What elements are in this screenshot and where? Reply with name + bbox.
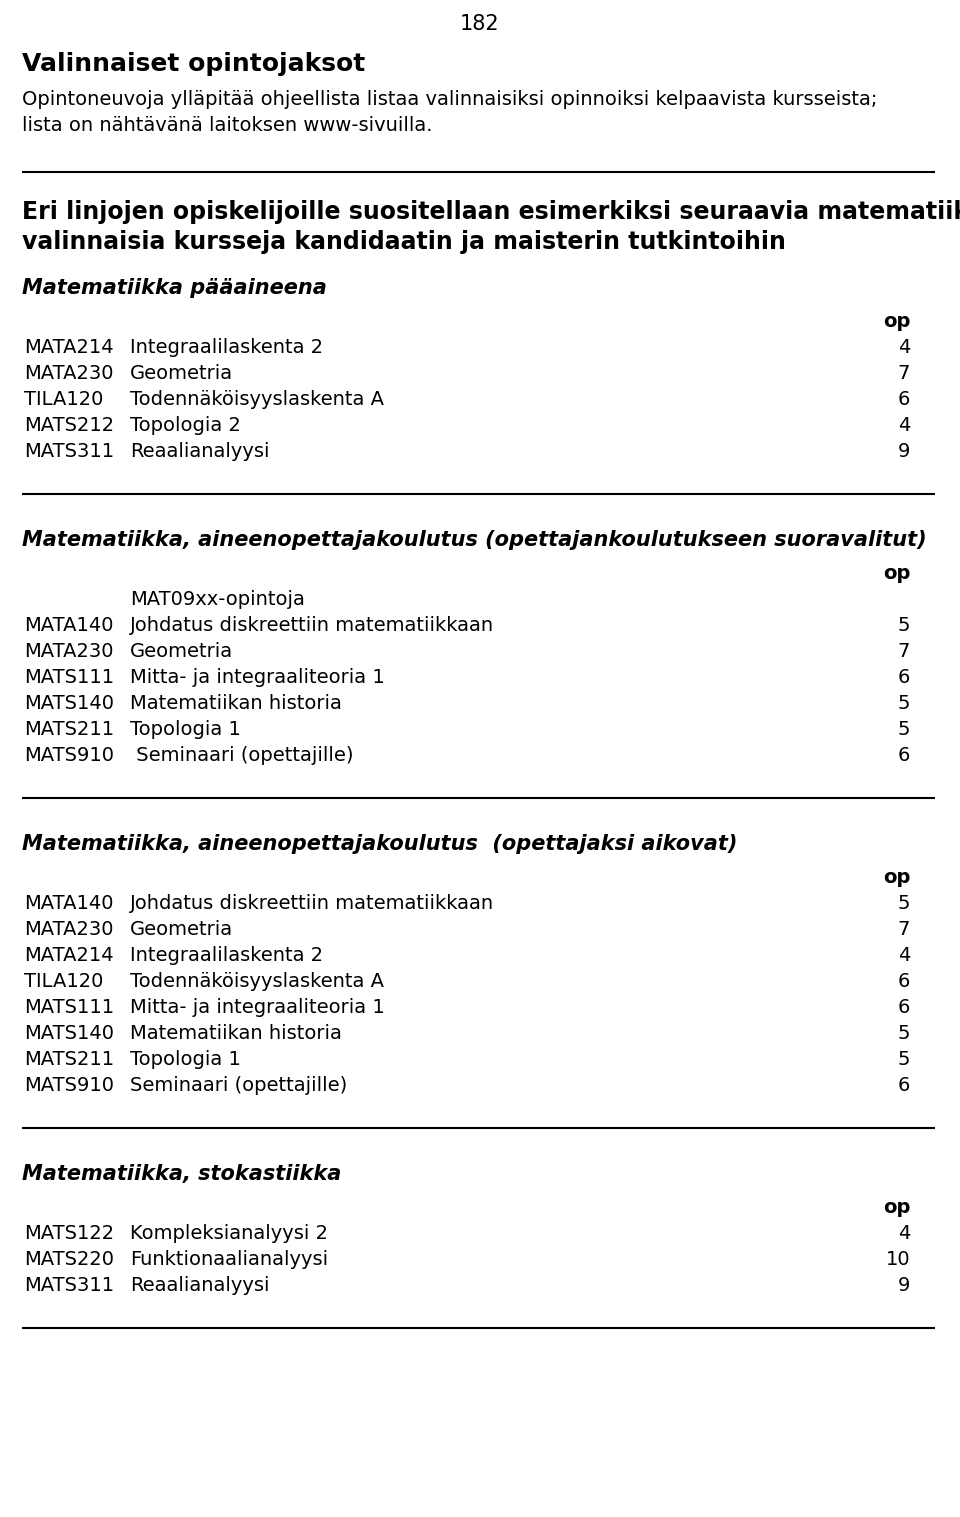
Text: 5: 5	[898, 894, 910, 913]
Text: MATS140: MATS140	[24, 693, 114, 713]
Text: Johdatus diskreettiin matematiikkaan: Johdatus diskreettiin matematiikkaan	[130, 616, 494, 636]
Text: Johdatus diskreettiin matematiikkaan: Johdatus diskreettiin matematiikkaan	[130, 894, 494, 913]
Text: Opintoneuvoja ylläpitää ohjeellista listaa valinnaisiksi opinnoiksi kelpaavista : Opintoneuvoja ylläpitää ohjeellista list…	[22, 90, 877, 109]
Text: 4: 4	[898, 1224, 910, 1242]
Text: 5: 5	[898, 1050, 910, 1069]
Text: 4: 4	[898, 338, 910, 356]
Text: Reaalianalyysi: Reaalianalyysi	[130, 1276, 270, 1296]
Text: Kompleksianalyysi 2: Kompleksianalyysi 2	[130, 1224, 328, 1242]
Text: 6: 6	[898, 667, 910, 687]
Text: 5: 5	[898, 616, 910, 636]
Text: 9: 9	[898, 1276, 910, 1296]
Text: 5: 5	[898, 1024, 910, 1044]
Text: 10: 10	[885, 1250, 910, 1270]
Text: Matematiikka, stokastiikka: Matematiikka, stokastiikka	[22, 1164, 342, 1183]
Text: Seminaari (opettajille): Seminaari (opettajille)	[130, 746, 353, 765]
Text: 5: 5	[898, 721, 910, 739]
Text: Topologia 2: Topologia 2	[130, 416, 241, 435]
Text: Matematiikan historia: Matematiikan historia	[130, 1024, 342, 1044]
Text: MATS211: MATS211	[24, 1050, 114, 1069]
Text: 4: 4	[898, 416, 910, 435]
Text: Matematiikka, aineenopettajakoulutus  (opettajaksi aikovat): Matematiikka, aineenopettajakoulutus (op…	[22, 834, 737, 854]
Text: Topologia 1: Topologia 1	[130, 1050, 241, 1069]
Text: MAT09xx-opintoja: MAT09xx-opintoja	[130, 590, 305, 608]
Text: op: op	[882, 313, 910, 331]
Text: MATS211: MATS211	[24, 721, 114, 739]
Text: MATA214: MATA214	[24, 338, 113, 356]
Text: Geometria: Geometria	[130, 364, 233, 382]
Text: MATS140: MATS140	[24, 1024, 114, 1044]
Text: MATA140: MATA140	[24, 616, 113, 636]
Text: MATS111: MATS111	[24, 998, 114, 1016]
Text: 9: 9	[898, 441, 910, 461]
Text: valinnaisia kursseja kandidaatin ja maisterin tutkintoihin: valinnaisia kursseja kandidaatin ja mais…	[22, 231, 786, 253]
Text: MATA230: MATA230	[24, 919, 113, 939]
Text: Mitta- ja integraaliteoria 1: Mitta- ja integraaliteoria 1	[130, 998, 385, 1016]
Text: 7: 7	[898, 642, 910, 661]
Text: op: op	[882, 1198, 910, 1217]
Text: Funktionaalianalyysi: Funktionaalianalyysi	[130, 1250, 328, 1270]
Text: MATS910: MATS910	[24, 746, 114, 765]
Text: 6: 6	[898, 972, 910, 991]
Text: Todennäköisyyslaskenta A: Todennäköisyyslaskenta A	[130, 972, 384, 991]
Text: Geometria: Geometria	[130, 642, 233, 661]
Text: Geometria: Geometria	[130, 919, 233, 939]
Text: Mitta- ja integraaliteoria 1: Mitta- ja integraaliteoria 1	[130, 667, 385, 687]
Text: op: op	[882, 868, 910, 887]
Text: MATA214: MATA214	[24, 947, 113, 965]
Text: 6: 6	[898, 998, 910, 1016]
Text: 182: 182	[460, 14, 500, 33]
Text: TILA120: TILA120	[24, 972, 104, 991]
Text: Integraalilaskenta 2: Integraalilaskenta 2	[130, 947, 324, 965]
Text: Matematiikka pääaineena: Matematiikka pääaineena	[22, 278, 326, 297]
Text: 6: 6	[898, 390, 910, 410]
Text: TILA120: TILA120	[24, 390, 104, 410]
Text: Valinnaiset opintojaksot: Valinnaiset opintojaksot	[22, 52, 365, 76]
Text: Matematiikka, aineenopettajakoulutus (opettajankoulutukseen suoravalitut): Matematiikka, aineenopettajakoulutus (op…	[22, 529, 926, 551]
Text: MATS311: MATS311	[24, 1276, 114, 1296]
Text: Reaalianalyysi: Reaalianalyysi	[130, 441, 270, 461]
Text: 4: 4	[898, 947, 910, 965]
Text: MATA230: MATA230	[24, 364, 113, 382]
Text: 5: 5	[898, 693, 910, 713]
Text: MATS220: MATS220	[24, 1250, 114, 1270]
Text: MATS212: MATS212	[24, 416, 114, 435]
Text: MATA230: MATA230	[24, 642, 113, 661]
Text: Seminaari (opettajille): Seminaari (opettajille)	[130, 1076, 348, 1095]
Text: 7: 7	[898, 919, 910, 939]
Text: MATA140: MATA140	[24, 894, 113, 913]
Text: 6: 6	[898, 1076, 910, 1095]
Text: MATS122: MATS122	[24, 1224, 114, 1242]
Text: Topologia 1: Topologia 1	[130, 721, 241, 739]
Text: Todennäköisyyslaskenta A: Todennäköisyyslaskenta A	[130, 390, 384, 410]
Text: Matematiikan historia: Matematiikan historia	[130, 693, 342, 713]
Text: 6: 6	[898, 746, 910, 765]
Text: Integraalilaskenta 2: Integraalilaskenta 2	[130, 338, 324, 356]
Text: MATS311: MATS311	[24, 441, 114, 461]
Text: MATS910: MATS910	[24, 1076, 114, 1095]
Text: 7: 7	[898, 364, 910, 382]
Text: lista on nähtävänä laitoksen www-sivuilla.: lista on nähtävänä laitoksen www-sivuill…	[22, 115, 433, 135]
Text: Eri linjojen opiskelijoille suositellaan esimerkiksi seuraavia matematiikan: Eri linjojen opiskelijoille suositellaan…	[22, 200, 960, 225]
Text: op: op	[882, 564, 910, 583]
Text: MATS111: MATS111	[24, 667, 114, 687]
